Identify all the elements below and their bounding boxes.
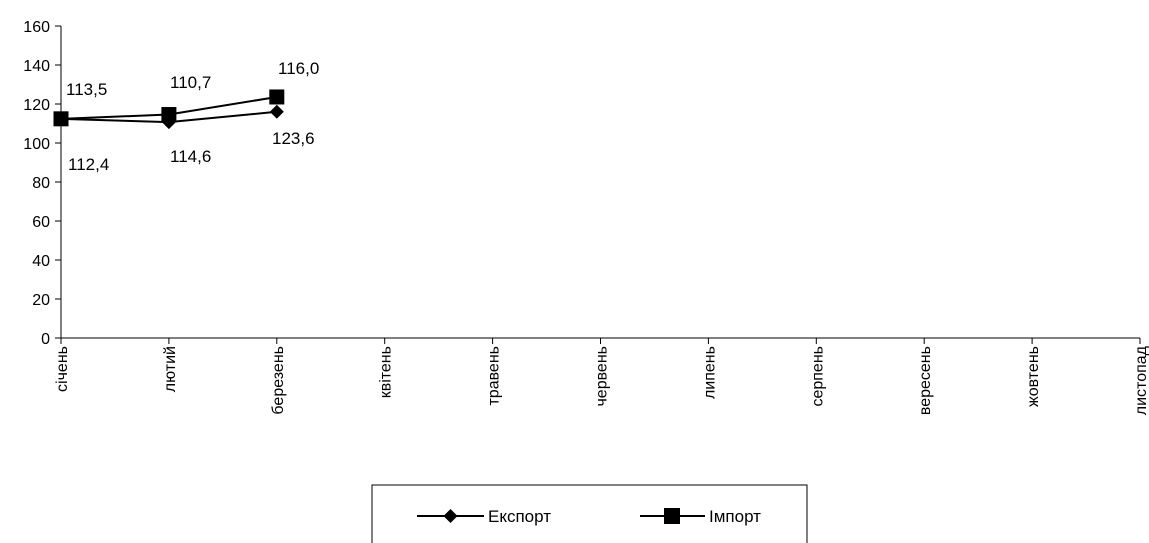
data-label: 110,7 bbox=[170, 73, 211, 92]
import-point bbox=[269, 89, 285, 105]
legend: Експорт Імпорт bbox=[371, 484, 808, 543]
data-label: 113,5 bbox=[66, 80, 107, 99]
y-tick-label: 60 bbox=[32, 214, 50, 231]
legend-label-import: Імпорт bbox=[709, 507, 761, 526]
x-tick-label: жовтень bbox=[1025, 346, 1042, 407]
series-group bbox=[53, 89, 285, 130]
x-tick-label: квітень bbox=[378, 346, 395, 398]
x-tick-label: лютий bbox=[162, 346, 179, 392]
data-label: 112,4 bbox=[68, 155, 109, 174]
x-tick-label: вересень bbox=[917, 346, 934, 415]
import-point bbox=[161, 107, 177, 123]
data-label: 116,0 bbox=[278, 59, 319, 78]
y-tick-label: 140 bbox=[23, 58, 50, 75]
y-tick-label: 80 bbox=[32, 175, 50, 192]
data-label: 123,6 bbox=[272, 129, 315, 148]
y-tick-label: 20 bbox=[32, 292, 50, 309]
y-tick-label: 120 bbox=[23, 97, 50, 114]
import-point bbox=[53, 111, 69, 127]
data-labels: 113,5 110,7 116,0 112,4 114,6 123,6 bbox=[66, 59, 319, 174]
legend-marker-import bbox=[664, 508, 680, 524]
y-tick-label: 100 bbox=[23, 136, 50, 153]
y-tick-label: 0 bbox=[41, 331, 50, 348]
x-tick-label: березень bbox=[270, 346, 287, 415]
y-tick-label: 160 bbox=[23, 19, 50, 36]
y-axis-ticks: 0 20 40 60 80 100 120 140 160 bbox=[23, 19, 61, 348]
x-tick-label: серпень bbox=[809, 346, 826, 407]
axes bbox=[60, 26, 1140, 339]
x-axis-ticks: січень лютий березень квітень травень червень… bbox=[54, 338, 1149, 415]
x-tick-label: січень bbox=[54, 346, 71, 392]
x-tick-label: листопад bbox=[1133, 345, 1149, 415]
export-point bbox=[269, 104, 284, 119]
x-tick-label: липень bbox=[701, 346, 718, 399]
x-tick-label: травень bbox=[486, 346, 503, 406]
legend-label-export: Експорт bbox=[488, 507, 551, 526]
legend-box bbox=[371, 484, 808, 543]
x-tick-label: червень bbox=[594, 346, 611, 407]
legend-marker-export bbox=[443, 509, 458, 523]
data-label: 114,6 bbox=[170, 147, 211, 166]
y-tick-label: 40 bbox=[32, 253, 50, 270]
